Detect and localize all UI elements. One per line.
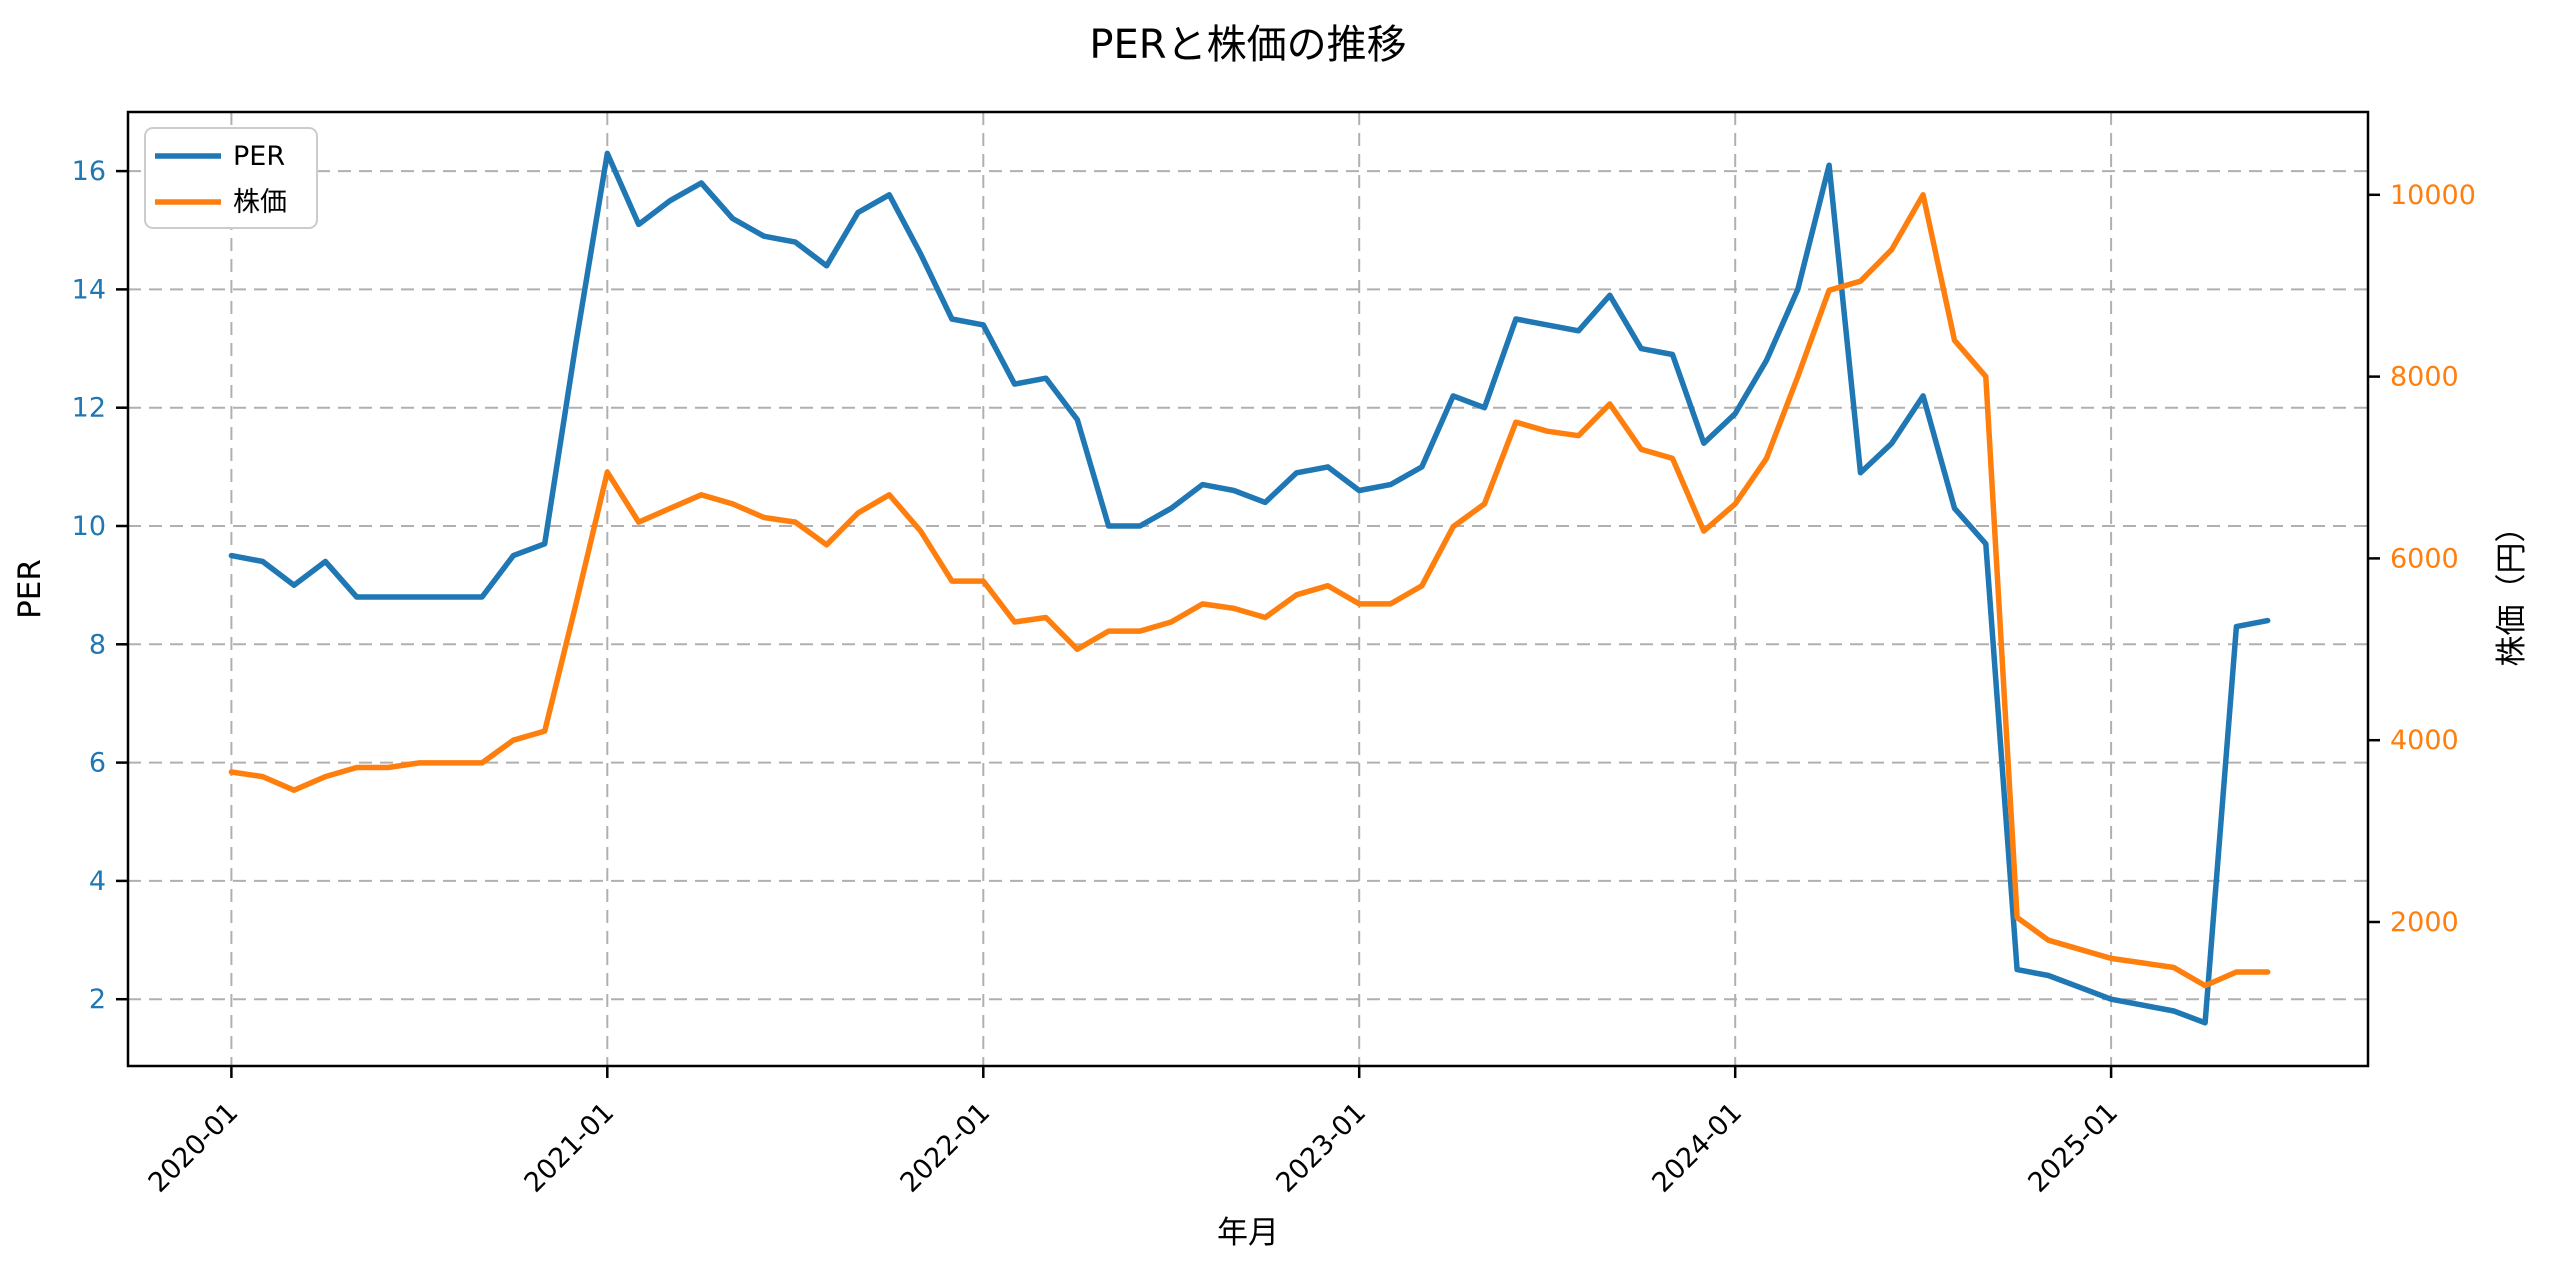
y-left-tick-label: 16 [72,156,106,187]
y-left-tick-label: 4 [89,866,106,897]
x-tick-label: 2025-01 [2022,1097,2124,1199]
y-left-tick-label: 14 [72,274,106,305]
legend-per-label: PER [233,141,285,172]
per-line [228,150,2271,1026]
x-tick-label: 2021-01 [519,1097,621,1199]
price-line [228,192,2271,989]
y-axis-label-right: 株価（円） [2494,512,2530,667]
legend-price-label: 株価 [233,187,287,218]
y-right-tick-label: 10000 [2390,180,2476,211]
y-left-tick-label: 6 [89,748,106,779]
y-axis-label-left: PER [12,559,48,619]
x-tick-label: 2023-01 [1270,1097,1372,1199]
x-axis-label: 年月 [1217,1215,1279,1251]
y-right-tick-label: 2000 [2390,907,2459,938]
y-right-tick-label: 6000 [2390,543,2459,574]
series-layer [228,150,2271,1026]
legend-box [144,127,318,229]
y-left-tick-label: 8 [89,629,106,660]
legend: PER 株価 [144,127,318,229]
plot-area [128,112,2368,1066]
plot-border [126,110,2370,1068]
x-tick-label: 2022-01 [895,1097,997,1199]
y-right-tick-label: 8000 [2390,362,2459,393]
x-tick-label: 2024-01 [1646,1097,1748,1199]
chart-title: PERと株価の推移 [1089,22,1406,68]
grid-layer [128,112,2368,1066]
x-tick-label: 2020-01 [143,1097,245,1199]
y-left-tick-label: 2 [89,984,106,1015]
y-left-tick-label: 10 [72,511,106,542]
y-left-tick-label: 12 [72,393,106,424]
y-right-tick-label: 4000 [2390,725,2459,756]
